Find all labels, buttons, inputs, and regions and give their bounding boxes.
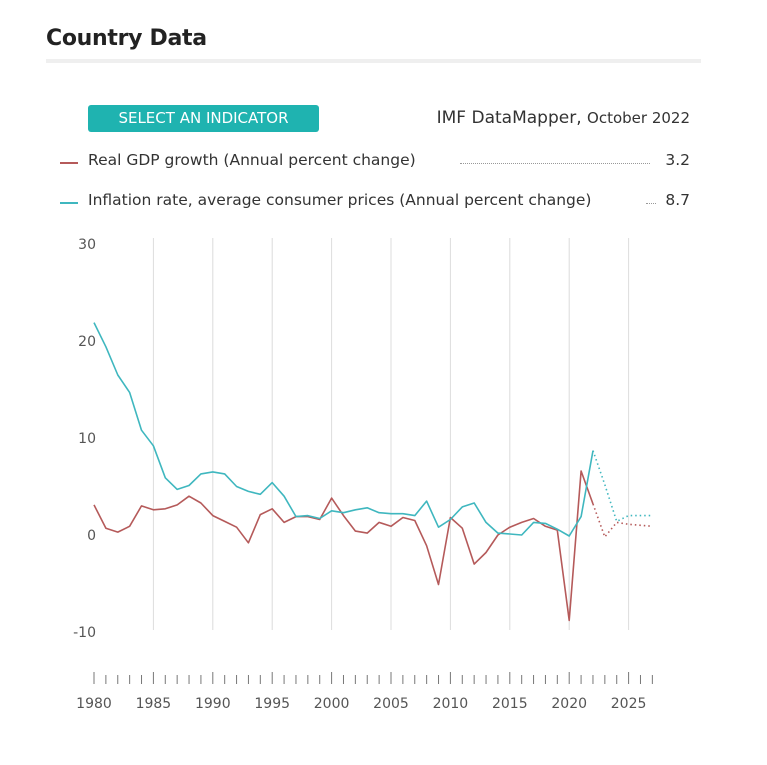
legend-item-inflation[interactable]: Inflation rate, average consumer prices … [60,191,692,215]
source-date: October 2022 [587,109,690,127]
series-line-1 [93,322,594,537]
x-tick-label: 1990 [195,696,231,712]
y-tick-label: 0 [87,528,96,544]
y-tick-label: 20 [78,334,96,350]
legend-value-inflation: 8.7 [665,191,690,209]
legend-value-gdp: 3.2 [665,151,690,169]
x-tick-label: 1985 [136,696,172,712]
legend-swatch-inflation [60,202,78,204]
y-tick-label: -10 [73,625,96,641]
source-credit: IMF DataMapper, October 2022 [437,108,690,128]
legend-leader-gdp [460,163,650,164]
x-tick-label: 2020 [551,696,587,712]
title-divider [46,59,701,63]
x-tick-label: 2015 [492,696,528,712]
legend-swatch-gdp [60,162,78,164]
y-tick-label: 10 [78,431,96,447]
legend-label-gdp: Real GDP growth (Annual percent change) [88,151,416,169]
legend-label-inflation: Inflation rate, average consumer prices … [88,191,592,209]
legend-leader-inflation [646,203,656,204]
x-tick-label: 2005 [373,696,409,712]
source-name: IMF DataMapper, [436,108,582,128]
x-tick-label: 1980 [76,696,112,712]
select-indicator-button[interactable]: SELECT AN INDICATOR [88,105,319,132]
series-forecast-line-0 [592,503,653,539]
x-tick-label: 2010 [433,696,469,712]
x-tick-label: 1995 [254,696,290,712]
page-title: Country Data [46,26,207,51]
series-forecast-line-1 [592,450,653,523]
legend-item-gdp[interactable]: Real GDP growth (Annual percent change) … [60,151,692,175]
x-tick-label: 2000 [314,696,350,712]
y-tick-label: 30 [78,237,96,253]
series-line-0 [93,470,594,622]
x-tick-label: 2025 [611,696,647,712]
